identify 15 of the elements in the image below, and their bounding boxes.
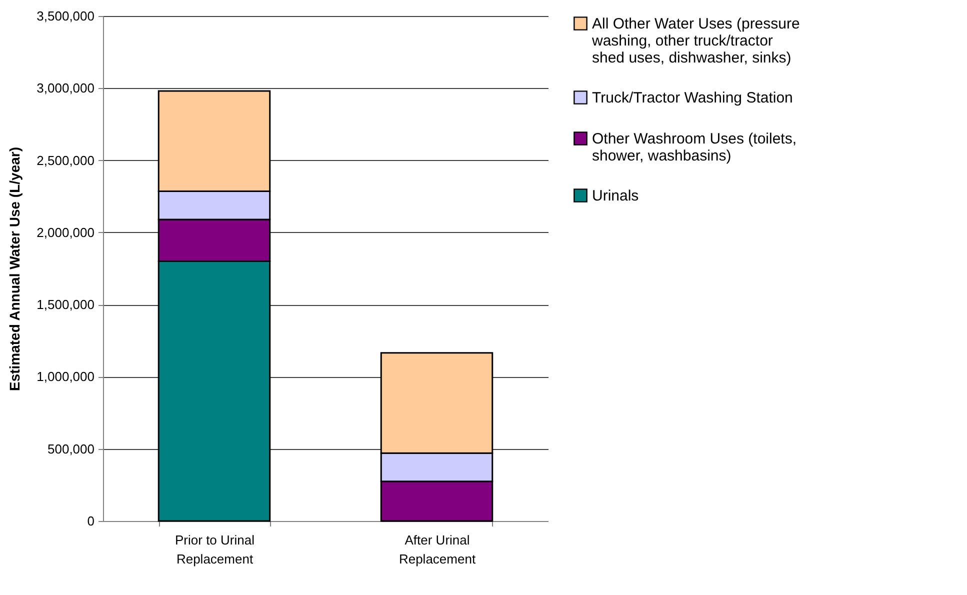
legend-label: Truck/Tractor Washing Station [592, 90, 793, 106]
y-tick-label: 1,500,000 [36, 297, 94, 312]
legend-label: All Other Water Uses (pressure washing, other truck/tractor shed uses, dishwasher, sinks) [591, 16, 800, 66]
y-axis-title: Estimated Annual Water Use (L/year) [6, 146, 23, 392]
legend-label: Urinals [592, 188, 639, 204]
y-tick-label: 0 [87, 514, 94, 528]
y-tick-label: 1,000,000 [36, 369, 94, 384]
x-tick-label: After Urinal Replacement [398, 532, 476, 566]
legend-label: Other Washroom Uses (toilets, shower, washbasins) [592, 130, 796, 164]
y-tick-label: 3,500,000 [36, 8, 94, 24]
x-tick-label: Prior to Urinal Replacement [175, 532, 255, 566]
y-tick-label: 2,000,000 [36, 224, 94, 240]
y-tick-label: 2,500,000 [36, 152, 94, 168]
y-tick-label: 3,000,000 [36, 80, 94, 96]
y-tick-label: 500,000 [48, 441, 94, 456]
